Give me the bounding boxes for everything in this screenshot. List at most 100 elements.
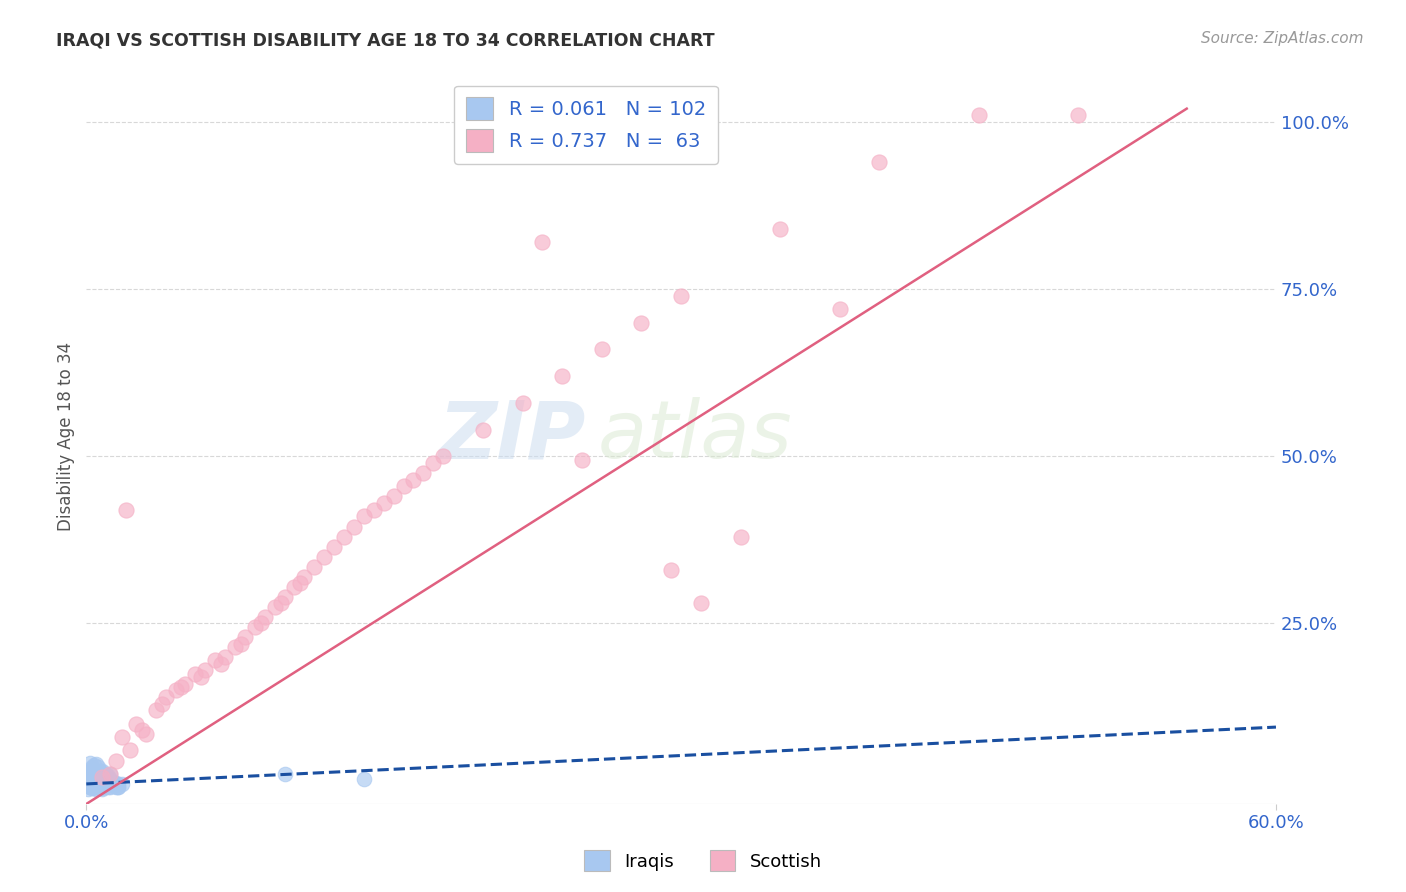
Point: [83, 758, 105, 772]
Point: [91, 777, 114, 791]
Point: [382, 490, 405, 504]
Point: [630, 316, 652, 330]
Point: [82, 775, 104, 789]
Point: [89, 772, 111, 786]
Point: [105, 778, 128, 792]
Point: [314, 549, 336, 564]
Point: [94, 778, 117, 792]
Point: [84, 780, 107, 795]
Point: [97, 773, 120, 788]
Point: [107, 777, 129, 791]
Point: [209, 657, 232, 671]
Point: [669, 289, 692, 303]
Point: [190, 670, 212, 684]
Point: [83, 778, 105, 792]
Point: [83, 764, 105, 778]
Point: [432, 450, 454, 464]
Point: [93, 780, 115, 794]
Point: [101, 777, 124, 791]
Point: [512, 396, 534, 410]
Point: [353, 772, 375, 786]
Point: [105, 754, 128, 768]
Point: [83, 764, 105, 779]
Point: [93, 778, 115, 792]
Point: [83, 780, 105, 794]
Point: [94, 777, 117, 791]
Point: [82, 760, 104, 774]
Point: [471, 423, 494, 437]
Point: [87, 777, 110, 791]
Point: [83, 773, 105, 788]
Point: [93, 780, 115, 794]
Point: [79, 764, 101, 778]
Point: [249, 616, 271, 631]
Point: [98, 773, 121, 788]
Point: [97, 773, 120, 788]
Point: [170, 680, 193, 694]
Point: [94, 767, 117, 781]
Point: [89, 772, 111, 786]
Point: [82, 764, 104, 779]
Point: [79, 780, 101, 795]
Point: [97, 778, 120, 792]
Point: [243, 620, 266, 634]
Point: [333, 530, 356, 544]
Point: [89, 772, 111, 786]
Point: [422, 456, 444, 470]
Point: [105, 780, 128, 794]
Point: [290, 576, 312, 591]
Point: [87, 777, 110, 791]
Point: [91, 773, 114, 788]
Point: [165, 683, 187, 698]
Text: IRAQI VS SCOTTISH DISABILITY AGE 18 TO 34 CORRELATION CHART: IRAQI VS SCOTTISH DISABILITY AGE 18 TO 3…: [56, 31, 714, 49]
Point: [84, 778, 107, 792]
Point: [77, 770, 100, 784]
Point: [91, 770, 114, 784]
Text: Source: ZipAtlas.com: Source: ZipAtlas.com: [1201, 31, 1364, 46]
Point: [263, 599, 285, 614]
Point: [98, 767, 121, 781]
Point: [131, 723, 153, 738]
Point: [115, 503, 138, 517]
Text: ZIP: ZIP: [439, 397, 586, 475]
Point: [83, 778, 105, 792]
Point: [101, 778, 124, 792]
Point: [392, 479, 415, 493]
Point: [84, 781, 107, 796]
Point: [373, 496, 395, 510]
Point: [103, 778, 125, 792]
Point: [84, 778, 107, 792]
Point: [87, 780, 110, 795]
Point: [91, 767, 114, 781]
Point: [118, 743, 141, 757]
Point: [323, 540, 346, 554]
Point: [531, 235, 554, 250]
Point: [402, 473, 425, 487]
Point: [91, 764, 114, 778]
Point: [214, 649, 236, 664]
Point: [145, 703, 167, 717]
Point: [174, 676, 197, 690]
Point: [84, 775, 107, 789]
Legend: R = 0.061   N = 102, R = 0.737   N =  63: R = 0.061 N = 102, R = 0.737 N = 63: [454, 86, 717, 163]
Point: [283, 580, 305, 594]
Point: [82, 769, 104, 783]
Point: [84, 775, 107, 789]
Point: [77, 778, 100, 792]
Point: [343, 519, 366, 533]
Point: [79, 777, 101, 791]
Point: [98, 780, 121, 795]
Point: [125, 716, 148, 731]
Point: [184, 666, 207, 681]
Point: [730, 530, 752, 544]
Point: [87, 769, 110, 783]
Point: [551, 369, 574, 384]
Point: [94, 773, 117, 788]
Point: [77, 773, 100, 788]
Point: [89, 780, 111, 794]
Point: [98, 767, 121, 781]
Point: [967, 108, 990, 122]
Point: [91, 781, 114, 796]
Point: [82, 778, 104, 792]
Point: [353, 509, 375, 524]
